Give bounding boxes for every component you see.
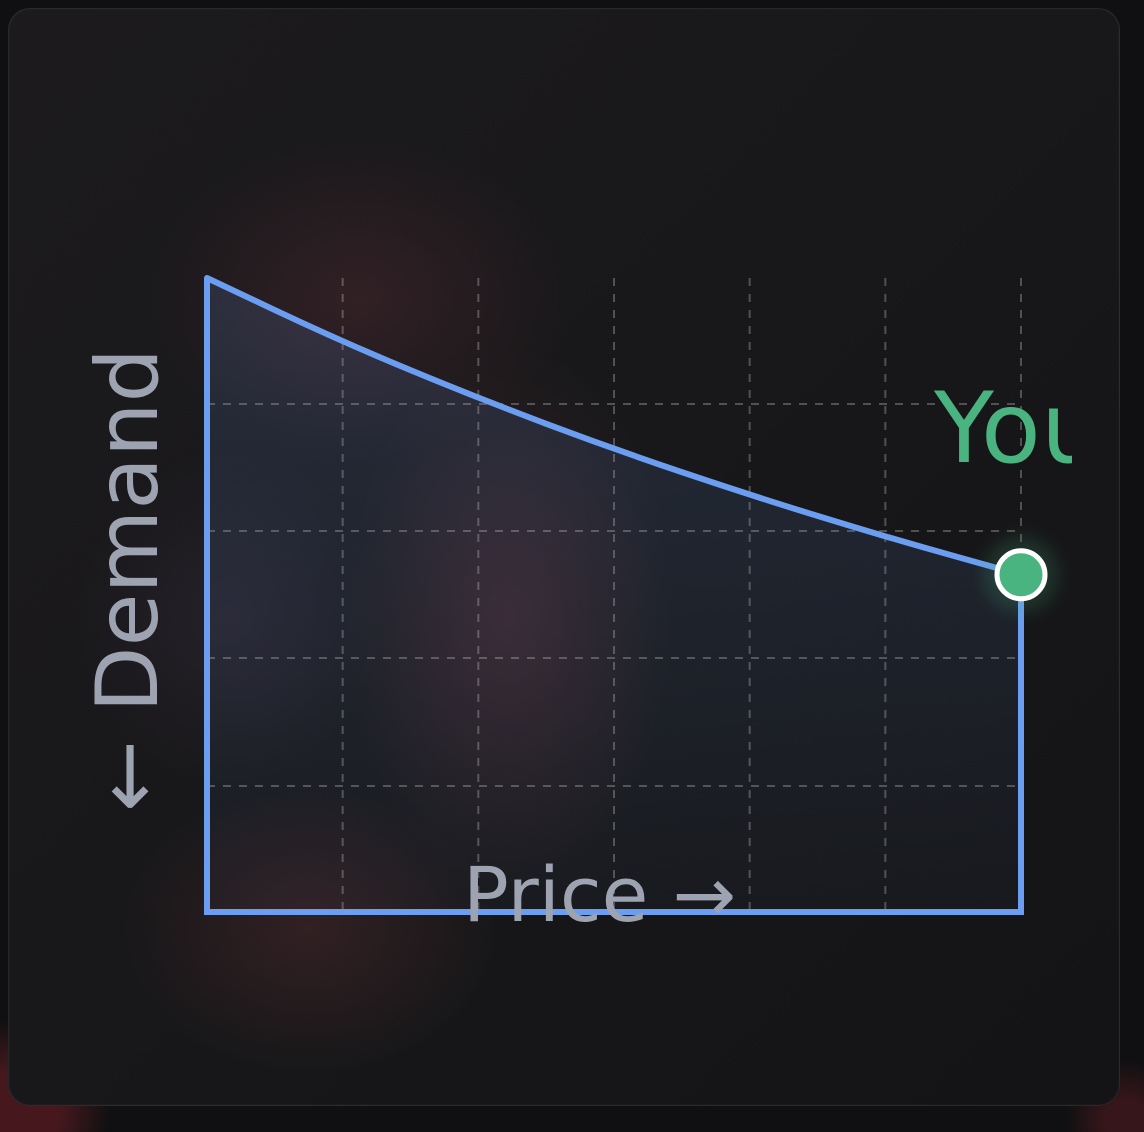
x-axis-label: Price → — [463, 850, 736, 939]
marker-label: You — [933, 372, 1103, 486]
marker-point — [994, 548, 1048, 602]
y-axis-label: ← Demand — [78, 348, 178, 812]
demand-area — [207, 278, 1021, 912]
demand-curve — [204, 275, 1024, 578]
chart-outline — [204, 278, 1024, 915]
